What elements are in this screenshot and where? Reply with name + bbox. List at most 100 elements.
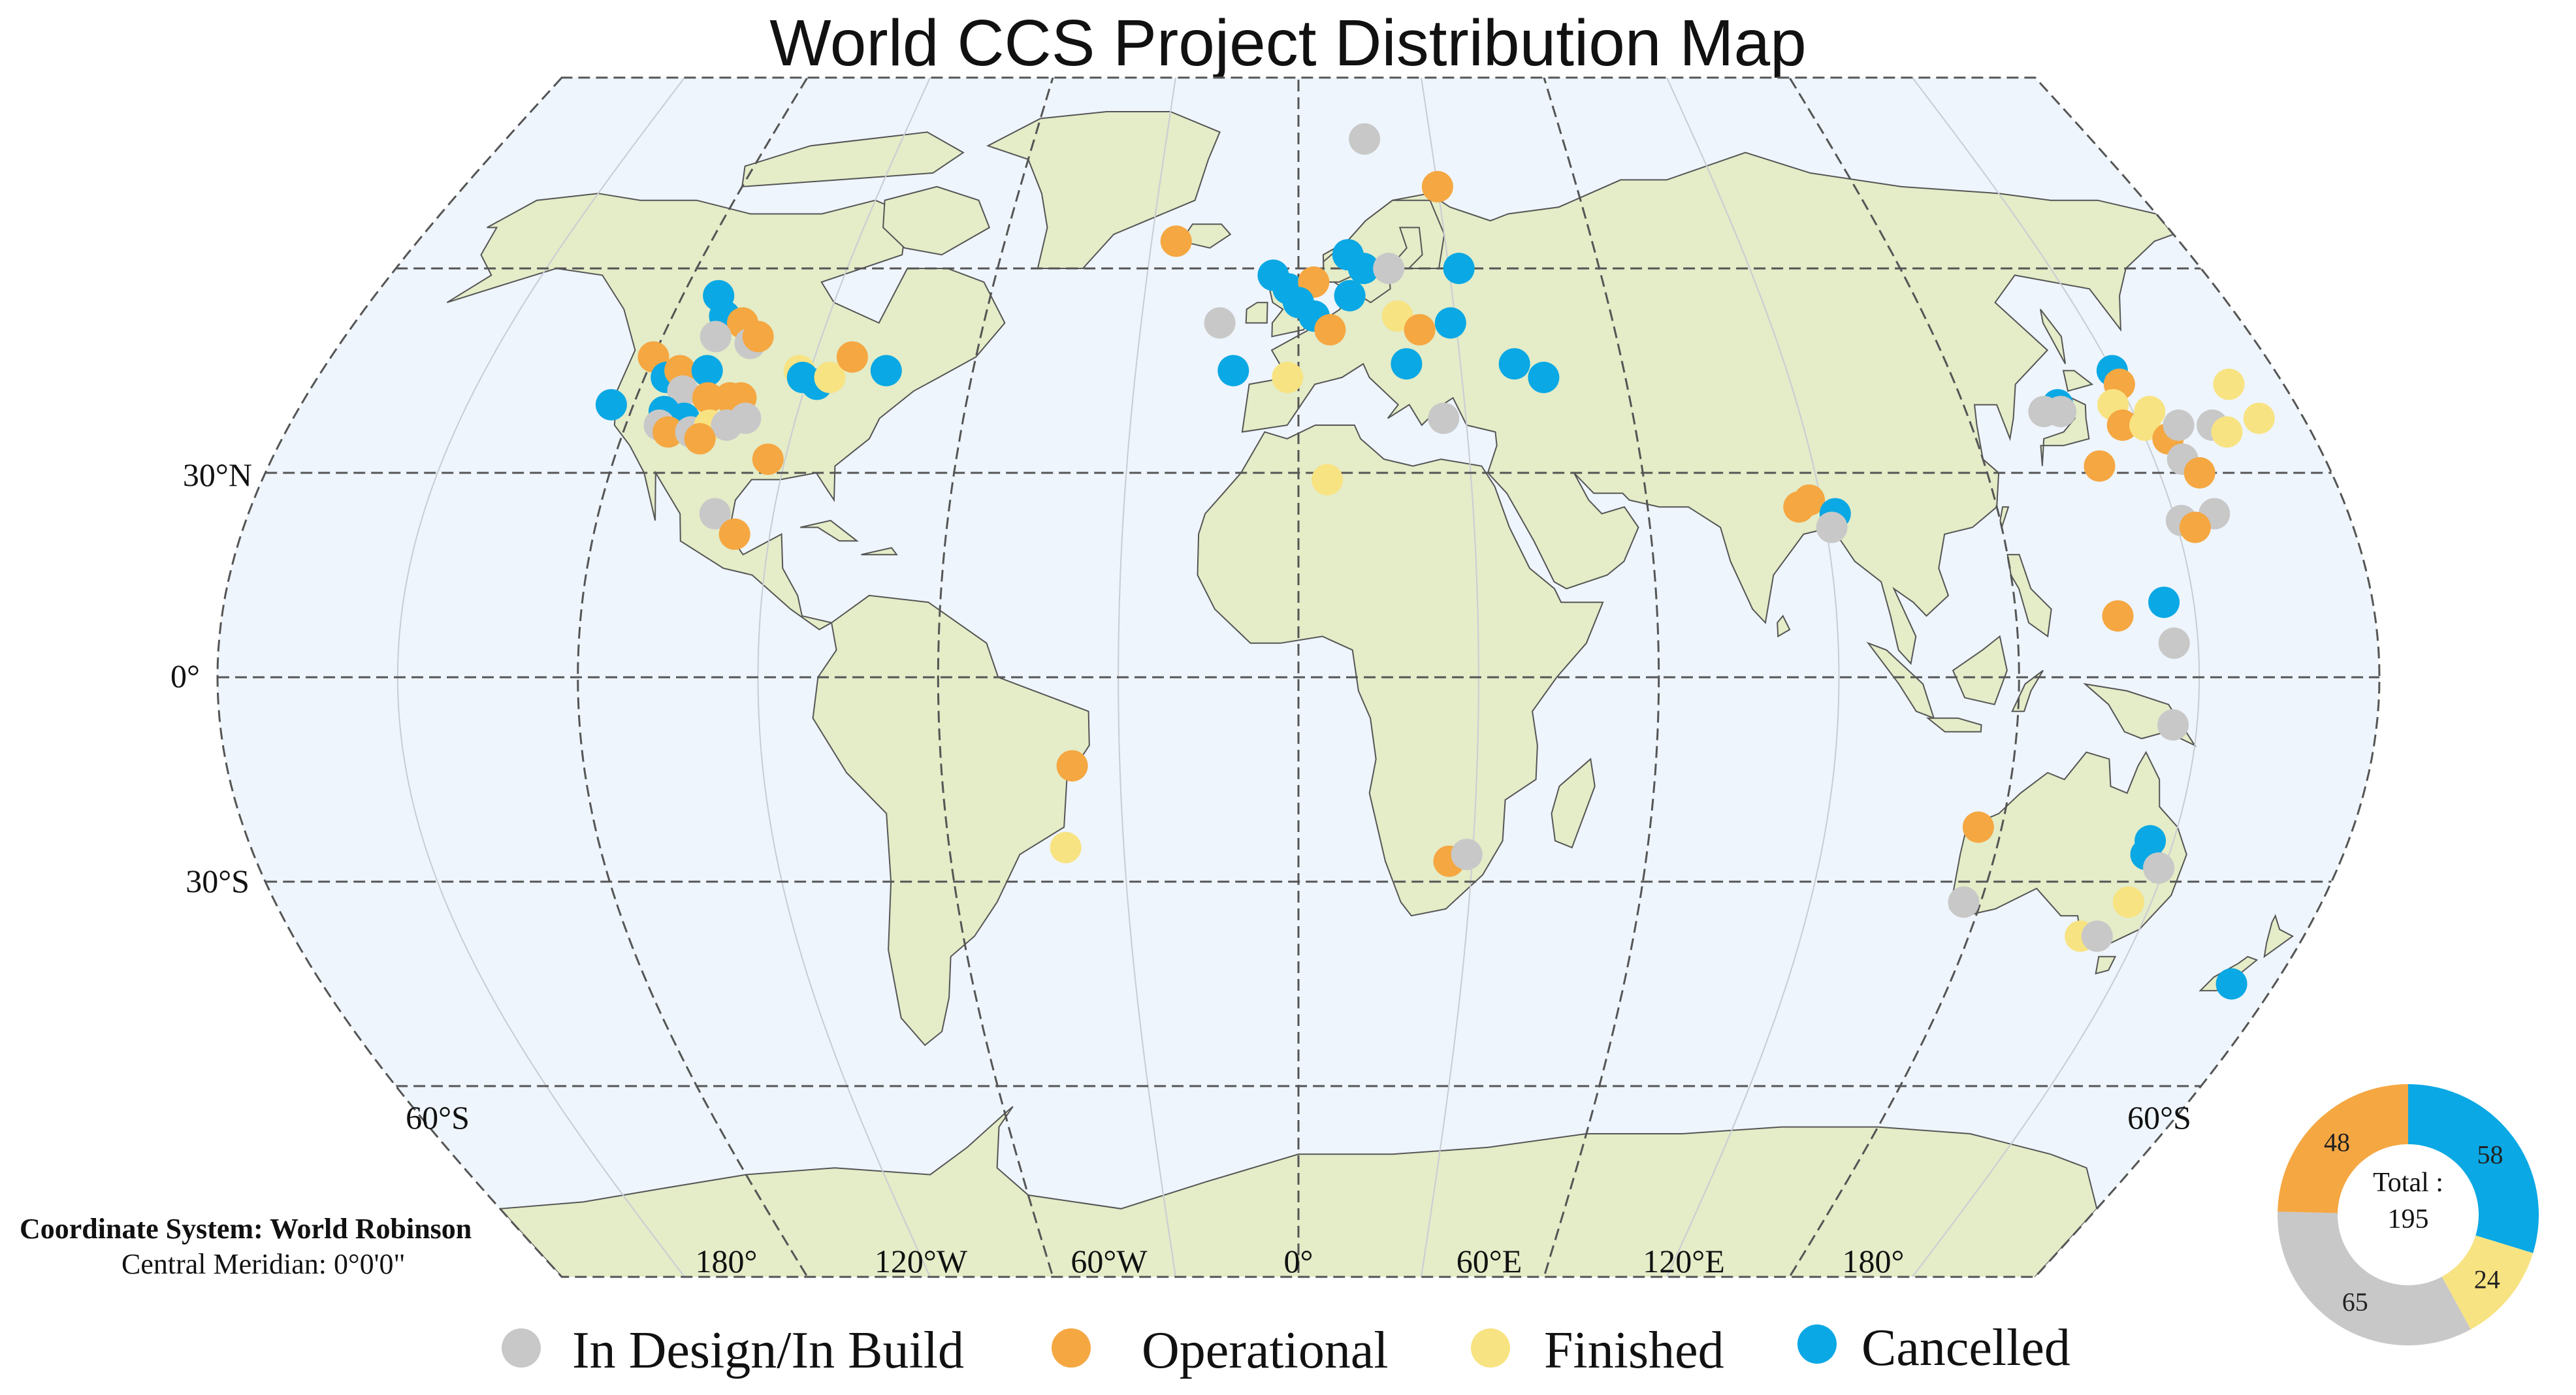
lat-label-60s-right: 60°S: [2127, 1099, 2191, 1136]
project-marker: [652, 416, 684, 448]
lat-label-30s: 30°S: [185, 863, 250, 899]
project-marker: [1404, 313, 1436, 345]
project-marker: [752, 443, 784, 475]
graticule: [217, 77, 2379, 1277]
donut-slice-label: 58: [2477, 1140, 2504, 1169]
land-java: [1925, 717, 1982, 733]
project-marker: [1056, 750, 1088, 782]
project-markers: [595, 123, 2275, 1000]
project-marker: [684, 423, 716, 455]
project-marker: [1050, 831, 1082, 863]
project-marker: [1443, 253, 1475, 284]
project-marker: [2158, 627, 2190, 659]
latitude-labels: 30°N 0° 30°S 60°S 60°S: [170, 457, 2191, 1136]
project-marker: [2163, 409, 2195, 441]
project-marker: [836, 341, 868, 373]
project-marker: [667, 375, 699, 407]
project-marker: [1217, 355, 1249, 387]
land-hokkaido: [2062, 370, 2094, 393]
lon-label-120e: 120°E: [1643, 1243, 1725, 1279]
legend-swatch-in-design: [502, 1328, 541, 1368]
landmasses: [446, 111, 2294, 1277]
land-baffin: [882, 185, 991, 256]
project-marker: [2143, 852, 2175, 884]
coordinate-system-note: Coordinate System: World Robinson Centra…: [20, 1213, 472, 1280]
legend-label-cancelled: Cancelled: [1861, 1319, 2070, 1377]
status-donut-chart: Total : 195 58 24 65 48: [2278, 1084, 2539, 1346]
project-marker: [1334, 280, 1366, 312]
project-marker: [1528, 361, 1560, 393]
legend-swatch-cancelled: [1797, 1324, 1837, 1364]
project-marker: [2148, 586, 2180, 618]
project-marker: [1347, 253, 1379, 284]
project-marker: [1948, 886, 1980, 918]
project-marker: [2129, 409, 2161, 441]
map-title: World CCS Project Distribution Map: [769, 7, 1807, 80]
legend-label-in-design: In Design/In Build: [572, 1322, 964, 1379]
project-marker: [1391, 348, 1423, 380]
land-philippines: [2006, 554, 2052, 638]
project-marker: [2112, 886, 2144, 918]
land-madagascar: [1551, 758, 1596, 849]
legend-swatch-operational: [1052, 1328, 1091, 1368]
lon-label-120w: 120°W: [875, 1243, 968, 1279]
project-marker: [2102, 600, 2134, 632]
land-borneo: [1952, 635, 2008, 705]
project-marker: [1816, 511, 1848, 543]
lat-label-equator: 0°: [170, 658, 200, 694]
donut-labels: 58 24 65 48: [2324, 1127, 2504, 1317]
donut-total-label: Total :: [2373, 1168, 2443, 1198]
project-marker: [1962, 811, 1994, 843]
legend: In Design/In Build Operational Finished …: [502, 1319, 2070, 1379]
project-marker: [718, 518, 750, 550]
project-marker: [2215, 968, 2247, 1000]
donut-total-value: 195: [2388, 1204, 2429, 1234]
project-marker: [2081, 920, 2113, 952]
legend-label-finished: Finished: [1544, 1322, 1724, 1379]
donut-slice-label: 48: [2324, 1127, 2350, 1157]
longitude-labels: 180° 120°W 60°W 0° 60°E 120°E 180°: [696, 1243, 1905, 1279]
project-marker: [1349, 123, 1381, 155]
lon-label-60e: 60°E: [1457, 1243, 1522, 1279]
project-marker: [2045, 396, 2076, 428]
land-hispaniola: [861, 547, 898, 556]
project-marker: [2183, 457, 2215, 489]
project-marker: [1160, 225, 1192, 257]
project-marker: [1498, 348, 1530, 380]
lat-label-60s-left: 60°S: [406, 1099, 470, 1136]
project-marker: [1794, 484, 1826, 516]
project-marker: [1434, 307, 1466, 339]
lon-label-180e: 180°: [1843, 1243, 1905, 1279]
land-eurasia: [1241, 152, 2175, 665]
land-cuba: [800, 519, 860, 542]
map-outline: [216, 76, 2381, 1278]
central-meridian-label: Central Meridian: 0°0'0": [121, 1248, 406, 1280]
project-marker: [2211, 416, 2243, 448]
donut-slice-label: 24: [2474, 1265, 2500, 1294]
project-marker: [692, 382, 724, 414]
land-japan: [2040, 396, 2090, 466]
project-marker: [1451, 839, 1483, 871]
project-marker: [1312, 464, 1344, 496]
lat-label-30n: 30°N: [183, 457, 252, 493]
land-sulawesi: [2011, 669, 2044, 713]
project-marker: [1314, 313, 1346, 345]
project-marker: [2213, 368, 2245, 400]
land-ireland: [1245, 302, 1268, 324]
project-marker: [595, 389, 627, 421]
project-marker: [814, 361, 846, 393]
project-marker: [870, 355, 902, 387]
project-marker: [691, 355, 723, 387]
lon-label-60w: 60°W: [1071, 1243, 1148, 1279]
land-arabia-sri-lanka: [1777, 615, 1791, 638]
project-marker: [2179, 511, 2211, 543]
project-marker: [742, 321, 774, 353]
project-marker: [2243, 402, 2275, 434]
donut-hole: [2338, 1144, 2479, 1285]
project-marker: [1421, 170, 1453, 202]
land-south-america: [812, 594, 1090, 1046]
project-marker: [2084, 450, 2116, 482]
project-marker: [2106, 409, 2138, 441]
lon-label-180w: 180°: [696, 1243, 758, 1279]
land-new-zealand-north: [2263, 914, 2294, 959]
